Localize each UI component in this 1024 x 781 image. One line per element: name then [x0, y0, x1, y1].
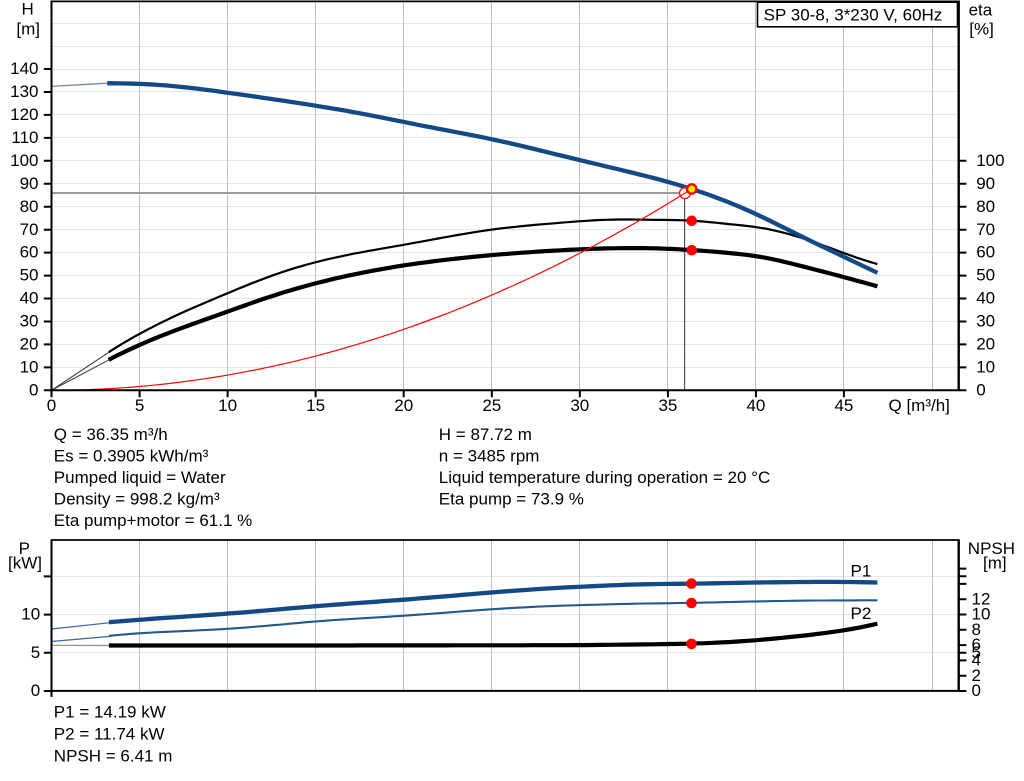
svg-text:10: 10 [20, 358, 39, 377]
svg-text:90: 90 [20, 174, 39, 193]
svg-text:0: 0 [29, 380, 38, 399]
svg-text:10: 10 [972, 605, 991, 624]
svg-text:P: P [19, 539, 30, 558]
svg-text:2: 2 [972, 666, 981, 685]
svg-text:100: 100 [10, 151, 38, 170]
svg-text:4: 4 [972, 651, 981, 670]
svg-text:0: 0 [31, 681, 40, 700]
svg-text:Eta pump+motor = 61.1 %: Eta pump+motor = 61.1 % [54, 511, 252, 530]
svg-text:80: 80 [20, 197, 39, 216]
svg-text:[kW]: [kW] [8, 554, 42, 573]
svg-text:[m]: [m] [983, 554, 1007, 573]
svg-text:H = 87.72 m: H = 87.72 m [439, 425, 532, 444]
svg-text:40: 40 [20, 289, 39, 308]
svg-text:25: 25 [482, 396, 501, 415]
svg-text:NPSH = 6.41 m: NPSH = 6.41 m [54, 747, 173, 766]
svg-text:Q = 36.35 m³/h: Q = 36.35 m³/h [54, 425, 168, 444]
svg-text:Es = 0.3905 kWh/m³: Es = 0.3905 kWh/m³ [54, 447, 209, 466]
svg-text:6: 6 [972, 635, 981, 654]
svg-text:120: 120 [10, 105, 38, 124]
svg-text:90: 90 [976, 174, 995, 193]
svg-text:50: 50 [20, 266, 39, 285]
svg-text:P1: P1 [851, 562, 872, 581]
svg-text:15: 15 [306, 396, 325, 415]
svg-text:eta: eta [969, 0, 993, 19]
svg-text:Pumped liquid = Water: Pumped liquid = Water [54, 468, 226, 487]
svg-text:40: 40 [746, 396, 765, 415]
svg-text:SP 30-8, 3*230 V, 60Hz: SP 30-8, 3*230 V, 60Hz [764, 5, 943, 24]
svg-text:0: 0 [976, 380, 985, 399]
svg-text:70: 70 [20, 220, 39, 239]
svg-text:Density = 998.2 kg/m³: Density = 998.2 kg/m³ [54, 490, 220, 509]
svg-text:10: 10 [218, 396, 237, 415]
svg-text:P1 = 14.19 kW: P1 = 14.19 kW [54, 702, 166, 721]
svg-text:5: 5 [135, 396, 144, 415]
svg-text:5: 5 [31, 643, 40, 662]
svg-text:H: H [21, 0, 33, 19]
svg-text:110: 110 [11, 128, 38, 147]
svg-text:P2: P2 [851, 604, 872, 623]
svg-text:20: 20 [976, 335, 995, 354]
svg-text:60: 60 [976, 243, 995, 262]
svg-text:20: 20 [20, 335, 39, 354]
svg-text:0: 0 [972, 681, 981, 700]
svg-text:100: 100 [976, 151, 1004, 170]
svg-text:12: 12 [972, 589, 991, 608]
svg-text:[%]: [%] [969, 20, 994, 39]
svg-text:30: 30 [20, 312, 39, 331]
svg-text:Q [m³/h]: Q [m³/h] [889, 396, 950, 415]
svg-text:NPSH: NPSH [968, 539, 1015, 558]
svg-text:10: 10 [21, 605, 40, 624]
svg-text:Liquid temperature during oper: Liquid temperature during operation = 20… [439, 468, 770, 487]
svg-text:140: 140 [10, 59, 38, 78]
svg-text:Eta pump = 73.9 %: Eta pump = 73.9 % [439, 490, 584, 509]
svg-text:45: 45 [834, 396, 853, 415]
svg-text:20: 20 [394, 396, 413, 415]
svg-text:130: 130 [10, 82, 38, 101]
svg-text:5: 5 [972, 643, 981, 662]
svg-text:8: 8 [972, 620, 981, 639]
svg-text:P2 = 11.74 kW: P2 = 11.74 kW [54, 725, 165, 744]
svg-text:60: 60 [20, 243, 39, 262]
svg-text:80: 80 [976, 197, 995, 216]
svg-text:10: 10 [976, 358, 995, 377]
svg-text:n = 3485 rpm: n = 3485 rpm [439, 447, 540, 466]
svg-text:40: 40 [976, 289, 995, 308]
svg-text:30: 30 [976, 312, 995, 331]
svg-text:35: 35 [658, 396, 677, 415]
svg-text:70: 70 [976, 220, 995, 239]
svg-text:30: 30 [570, 396, 589, 415]
svg-text:[m]: [m] [16, 19, 40, 38]
svg-text:0: 0 [47, 396, 56, 415]
svg-text:50: 50 [976, 266, 995, 285]
